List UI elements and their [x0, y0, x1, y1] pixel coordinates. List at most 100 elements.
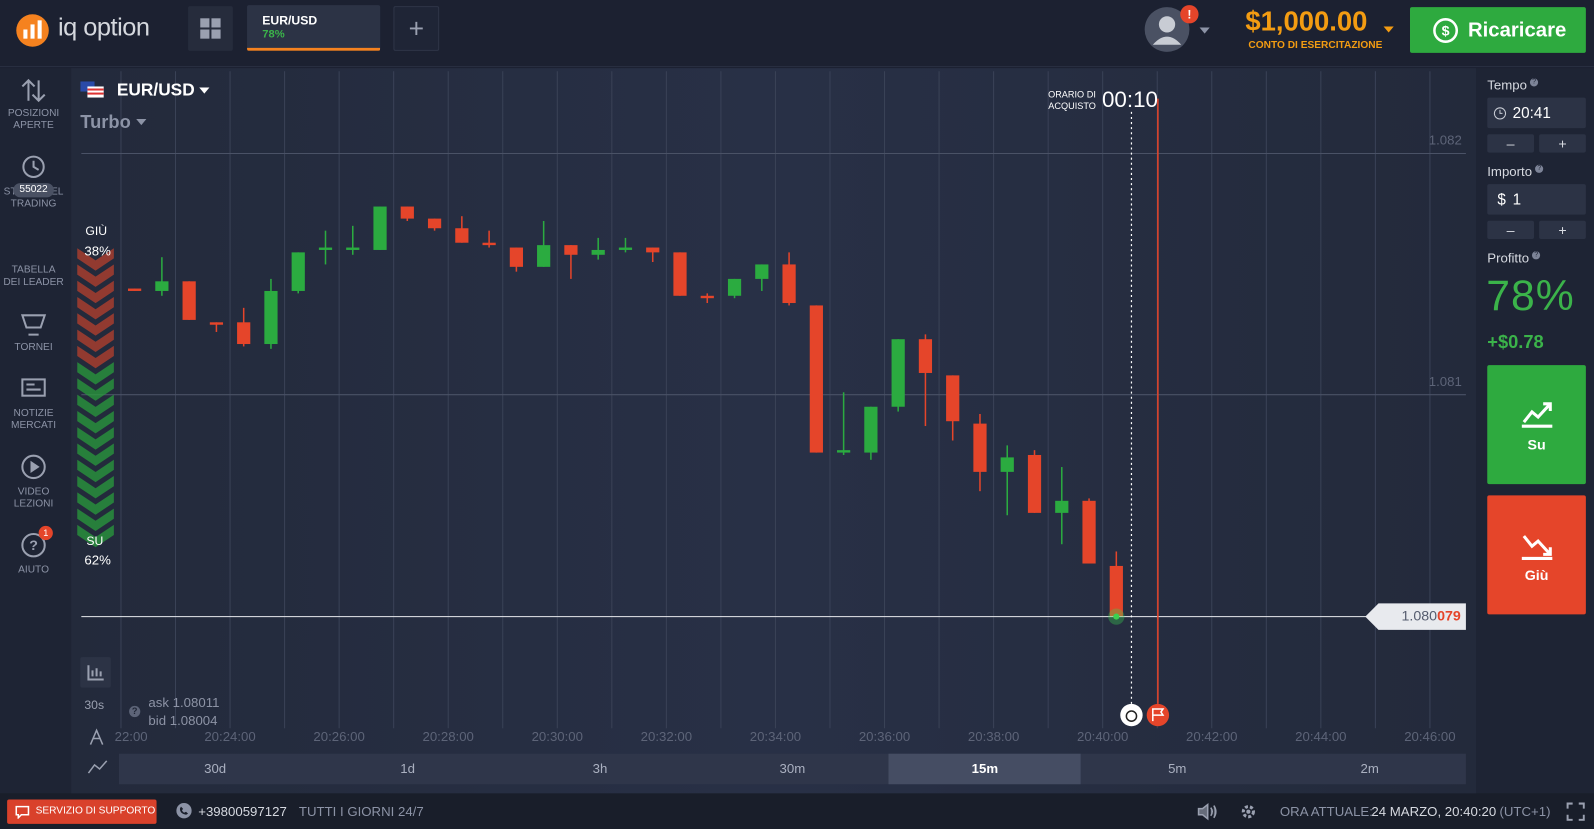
y-tick-label: 1.081: [1429, 374, 1462, 389]
sentiment-chevron: [77, 492, 114, 515]
deposit-icon: $: [1433, 18, 1459, 43]
svg-text:$: $: [1442, 23, 1450, 39]
clock-icon: [1493, 107, 1507, 120]
candle-body: [155, 281, 169, 291]
sentiment-chevron: [77, 410, 114, 434]
sentiment-up-label: SU: [86, 534, 104, 549]
footer: [0, 793, 1594, 829]
timeframe[interactable]: 30s: [84, 697, 105, 713]
candle-body: [782, 264, 796, 304]
put-label: Giù: [1524, 566, 1549, 583]
tool-icons[interactable]: [85, 726, 109, 777]
candle-body: [1109, 565, 1123, 617]
add-tab-button[interactable]: +: [393, 6, 440, 51]
sidebar-item[interactable]: VIDEO LEZIONI: [0, 486, 67, 510]
period-button[interactable]: 1d: [400, 760, 415, 777]
option-mode[interactable]: Turbo: [80, 111, 131, 133]
amount-minus[interactable]: –: [1487, 220, 1535, 240]
avatar[interactable]: [1143, 4, 1216, 55]
call-icon: [1521, 402, 1553, 428]
sentiment-chevron: [77, 345, 114, 369]
alert-badge: !: [1180, 5, 1199, 24]
x-tick-label: 20:26:00: [313, 729, 364, 744]
candle-body: [591, 249, 605, 255]
ask-price: ask 1.08011: [148, 694, 220, 710]
logo-text[interactable]: iq option: [57, 13, 150, 42]
amount-plus[interactable]: +: [1539, 220, 1586, 240]
candle-body: [318, 247, 333, 250]
sidebar-item[interactable]: AIUTO: [0, 565, 67, 577]
period-button[interactable]: 15m: [888, 753, 1082, 785]
period-button[interactable]: 30d: [204, 760, 227, 777]
candle-body: [346, 247, 360, 250]
deposit-button[interactable]: $ Ricaricare: [1409, 7, 1586, 53]
amount-input[interactable]: $ 1: [1487, 184, 1586, 215]
support-phone[interactable]: +39800597127: [198, 803, 287, 819]
current-price-dot: [1113, 613, 1120, 620]
help-icon[interactable]: ?: [1535, 164, 1544, 173]
footer-icons[interactable]: [1197, 802, 1268, 822]
current-time-label: ORA ATTUALE:: [1279, 803, 1373, 819]
candle-body: [618, 247, 633, 250]
x-tick-label: 20:30:00: [532, 729, 583, 744]
candle-body: [809, 305, 823, 453]
chart-type-button[interactable]: [80, 657, 111, 688]
sidebar-label: NOTIZIE MERCATI: [11, 407, 57, 432]
candle-body: [837, 450, 851, 453]
period-button[interactable]: 30m: [779, 760, 806, 777]
candle-body: [400, 206, 414, 219]
account-type: CONTO DI ESERCITAZIONE: [1248, 39, 1383, 51]
asset-dropdown[interactable]: [198, 86, 210, 94]
time-plus[interactable]: +: [1539, 134, 1586, 153]
put-button[interactable]: Giù: [1487, 495, 1586, 615]
call-button[interactable]: Su: [1487, 365, 1586, 485]
asset-tab[interactable]: EUR/USD 78%: [247, 5, 381, 51]
support-hours: TUTTI I GIORNI 24/7: [298, 803, 424, 819]
x-tick-label: 20:38:00: [968, 729, 1019, 744]
candle-body: [1027, 454, 1042, 513]
x-tick-label: 20:34:00: [750, 729, 801, 744]
period-button[interactable]: 5m: [1168, 760, 1187, 777]
sidebar-item[interactable]: NOTIZIE MERCATI: [0, 408, 67, 432]
asset-pair[interactable]: EUR/USD: [116, 80, 195, 100]
currency: $: [1497, 191, 1506, 209]
time-minus[interactable]: –: [1487, 134, 1535, 153]
price-help[interactable]: ?: [129, 705, 141, 718]
sentiment-chevron: [77, 427, 114, 450]
help-icon[interactable]: ?: [1529, 78, 1539, 87]
period-button[interactable]: 3h: [592, 760, 608, 777]
candle-body: [1055, 500, 1069, 513]
candle-body: [673, 252, 687, 296]
sentiment-chevron: [77, 524, 114, 548]
bid-price: bid 1.08004: [148, 713, 218, 729]
time-value: 20:41: [1512, 104, 1551, 123]
candle-body: [264, 290, 278, 345]
support-button[interactable]: SERVIZIO DI SUPPORTO: [7, 799, 157, 824]
support-label: SERVIZIO DI SUPPORTO: [35, 805, 156, 817]
x-tick-label: 20:46:00: [1404, 729, 1455, 744]
mode-dropdown[interactable]: [135, 118, 147, 126]
sidebar-item[interactable]: TORNEI: [0, 342, 67, 354]
period-button[interactable]: 2m: [1360, 760, 1379, 777]
profit-percent: 78%: [1486, 271, 1575, 320]
sentiment-chevron: [77, 476, 114, 499]
balance[interactable]: $1,000.00: [1245, 6, 1368, 37]
balance-dropdown[interactable]: [1383, 24, 1395, 34]
sidebar-label: AIUTO: [18, 564, 49, 576]
candle-body: [1000, 457, 1014, 472]
grid-button[interactable]: [188, 6, 233, 51]
help-icon[interactable]: ?: [1532, 251, 1541, 260]
timezone: (UTC+1): [1499, 803, 1551, 819]
sentiment-chevron: [77, 280, 114, 304]
amount-label-text: Importo: [1487, 163, 1533, 180]
sidebar-item[interactable]: POSIZIONI APERTE: [0, 108, 67, 132]
candle-body: [864, 406, 878, 453]
sentiment-down: 38%: [84, 243, 111, 259]
sidebar-item[interactable]: TABELLA DEI LEADER: [0, 264, 67, 288]
time-input[interactable]: 20:41: [1487, 97, 1586, 129]
grid-icon: [200, 18, 221, 39]
fullscreen-icon[interactable]: [1566, 802, 1585, 821]
